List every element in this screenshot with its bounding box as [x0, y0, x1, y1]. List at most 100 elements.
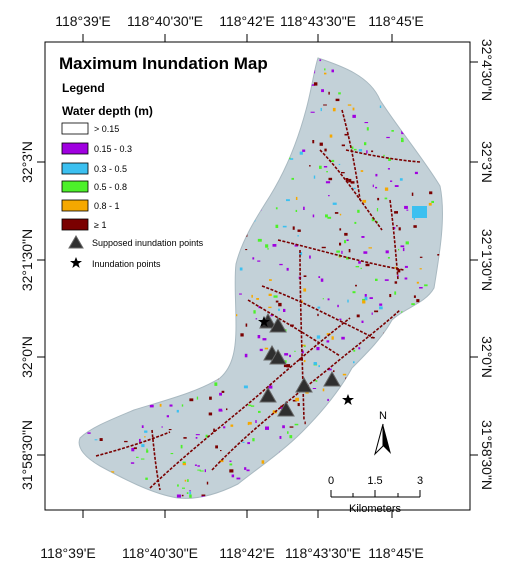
inundation-patch [183, 437, 187, 439]
inundation-patch [189, 490, 191, 492]
inundation-patch [369, 297, 373, 299]
top-tick-label: 118°43'30"E [280, 13, 356, 29]
inundation-patch [270, 314, 273, 317]
inundation-patch [357, 209, 360, 213]
inundation-patch [141, 425, 144, 428]
inundation-patch [303, 275, 307, 277]
inundation-patch [315, 380, 318, 382]
left-tick-label: 32°3'N [19, 141, 35, 183]
inundation-patch [346, 256, 350, 260]
legend: Legend Water depth (m) > 0.15 0.15 - 0.3… [61, 81, 204, 269]
inundation-patch [265, 244, 269, 248]
legend-inundation-label: Inundation points [92, 259, 161, 269]
inundation-point-marker [258, 316, 270, 327]
inundation-patch [368, 247, 372, 249]
inundation-patch [390, 180, 393, 182]
inundation-patch [268, 306, 272, 309]
inundation-patch [413, 295, 416, 298]
inundation-patch [371, 150, 374, 153]
inundation-patch [379, 303, 383, 306]
inundation-patch [304, 421, 306, 425]
top-tick-label: 118°42'E [219, 13, 275, 29]
inundation-patch [371, 217, 375, 222]
inundation-patch [99, 438, 103, 441]
inundation-patch [413, 216, 415, 220]
inundation-patch [326, 171, 328, 173]
inundation-patch [416, 281, 419, 284]
inundation-patch [130, 462, 135, 464]
inundation-patch [389, 294, 392, 298]
inundation-patch [298, 358, 303, 361]
inundation-patch [302, 149, 306, 152]
inundation-patch [356, 314, 360, 318]
inundation-patch [319, 142, 323, 146]
inundation-patch [344, 232, 348, 236]
bottom-tick-label: 118°39'E [40, 545, 96, 561]
inundation-patch [195, 434, 200, 436]
inundation-patch [379, 306, 383, 310]
legend-star-icon [70, 257, 82, 268]
inundation-patch [337, 304, 339, 308]
inundation-patch [124, 440, 128, 443]
inundation-patch [252, 257, 255, 260]
inundation-patch [295, 209, 298, 212]
inundation-patch [384, 197, 388, 200]
inundation-patch [318, 276, 321, 278]
inundation-patch [199, 470, 204, 472]
inundation-patch [346, 239, 349, 241]
inundation-patch [169, 404, 173, 407]
bottom-tick-label: 118°42'E [219, 545, 275, 561]
inundation-patch [245, 323, 248, 327]
inundation-patch [329, 134, 333, 138]
inundation-patch [286, 364, 291, 368]
inundation-patch [360, 170, 364, 172]
inundation-patch [292, 226, 295, 230]
inundation-patch [386, 136, 390, 139]
road [151, 429, 161, 491]
inundation-patch [278, 308, 280, 311]
inundation-patch [244, 467, 247, 470]
inundation-patch [323, 166, 328, 168]
top-tick-label: 118°40'30"E [127, 13, 203, 29]
road [389, 199, 399, 281]
inundation-patch [332, 202, 337, 205]
inundation-patch [218, 410, 223, 412]
inundation-patch [161, 426, 163, 428]
inundation-patch [384, 279, 389, 281]
inundation-patch [348, 249, 351, 253]
supposed-inundation-points [259, 312, 341, 417]
inundation-patch [395, 266, 398, 269]
legend-label-5: ≥ 1 [94, 220, 106, 230]
inundation-patch [393, 227, 396, 230]
right-tick-label: 32°4'30"N [479, 39, 495, 101]
inundation-patch [257, 260, 261, 262]
inundation-patch [375, 278, 378, 281]
inundation-patch [406, 209, 409, 211]
inundation-patch [317, 313, 319, 317]
legend-swatch-3 [61, 180, 89, 193]
frame-ticks [37, 34, 478, 518]
inundation-patch [325, 214, 328, 218]
inundation-patch [252, 438, 255, 442]
inundation-patch [236, 477, 241, 480]
inundation-patch [322, 298, 324, 300]
north-arrow-icon-half [374, 423, 384, 456]
inundation-patch [364, 122, 369, 124]
inundation-patch [289, 354, 291, 358]
inundation-patch [364, 142, 367, 146]
legend-label-0: > 0.15 [94, 124, 119, 134]
inundation-patch [318, 365, 320, 368]
inundation-patch [387, 257, 390, 259]
inundation-patch [394, 211, 398, 214]
inundation-patch [339, 213, 342, 216]
inundation-patch [405, 241, 409, 245]
inundation-patch [344, 240, 347, 244]
inundation-patch [223, 426, 226, 429]
inundation-patch [284, 353, 289, 356]
inundation-patch [268, 385, 273, 389]
inundation-patch [394, 291, 397, 295]
water-body [412, 206, 427, 218]
inundation-patch [311, 84, 316, 86]
inundation-patch [364, 294, 367, 297]
inundation-patch [219, 392, 222, 396]
